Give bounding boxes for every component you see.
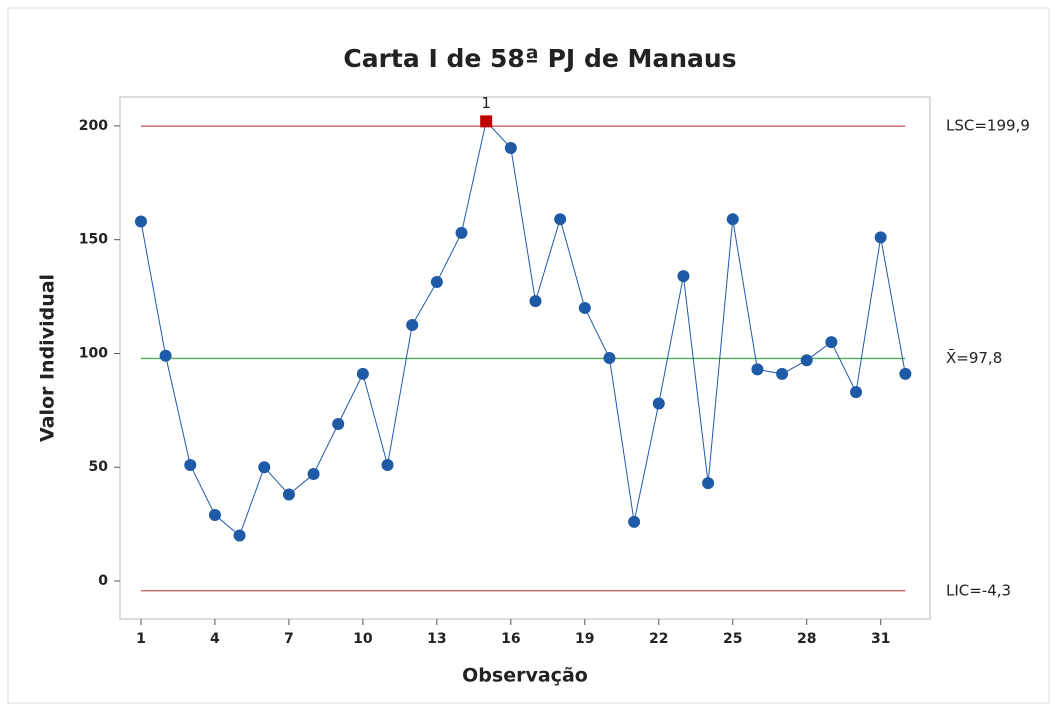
data-point bbox=[776, 367, 789, 380]
data-point bbox=[233, 529, 246, 542]
out-of-control-point bbox=[480, 115, 493, 128]
data-point bbox=[603, 352, 616, 364]
data-point bbox=[258, 461, 271, 474]
data-point bbox=[356, 367, 369, 380]
data-point bbox=[159, 349, 172, 362]
y-tick-label: 150 bbox=[79, 232, 108, 248]
x-tick-label: 10 bbox=[353, 631, 373, 647]
control-line-label: LIC=-4,3 bbox=[946, 581, 1011, 599]
x-axis-label: Observação bbox=[462, 665, 588, 687]
data-point bbox=[850, 386, 863, 399]
data-point bbox=[628, 515, 641, 528]
control-line-label: X̄=97,8 bbox=[946, 348, 1002, 367]
data-point bbox=[504, 141, 517, 154]
x-tick-label: 19 bbox=[575, 631, 594, 647]
x-tick-label: 7 bbox=[284, 631, 294, 647]
data-point bbox=[332, 417, 345, 430]
y-tick-label: 0 bbox=[98, 573, 108, 589]
chart-title: Carta I de 58ª PJ de Manaus bbox=[343, 44, 736, 73]
y-tick-label: 50 bbox=[89, 459, 109, 475]
data-point bbox=[307, 468, 320, 481]
data-point bbox=[134, 215, 147, 228]
data-point bbox=[282, 488, 295, 501]
data-point bbox=[554, 213, 567, 226]
data-point bbox=[751, 363, 764, 376]
plot-frame bbox=[119, 96, 931, 620]
chart-border bbox=[7, 7, 1050, 704]
data-point bbox=[899, 367, 912, 380]
data-point bbox=[677, 270, 690, 283]
x-tick-label: 25 bbox=[723, 631, 742, 647]
data-point bbox=[652, 397, 665, 410]
data-point bbox=[874, 231, 887, 244]
data-point bbox=[578, 301, 591, 314]
data-point bbox=[406, 319, 419, 332]
x-tick-label: 22 bbox=[649, 631, 668, 647]
data-point bbox=[529, 295, 542, 308]
data-point bbox=[702, 477, 715, 490]
x-tick-label: 16 bbox=[501, 631, 520, 647]
y-tick-label: 100 bbox=[79, 345, 108, 361]
out-of-control-label: 1 bbox=[481, 94, 491, 112]
data-point bbox=[455, 226, 468, 239]
data-point bbox=[208, 509, 221, 522]
data-point bbox=[381, 458, 394, 471]
x-tick-label: 28 bbox=[797, 631, 816, 647]
y-axis-label: Valor Individual bbox=[37, 274, 59, 442]
x-tick-label: 31 bbox=[871, 631, 890, 647]
control-line-label: LSC=199,9 bbox=[946, 117, 1030, 135]
data-point bbox=[726, 213, 739, 226]
data-point bbox=[184, 458, 197, 471]
data-point bbox=[430, 275, 443, 288]
x-tick-label: 13 bbox=[427, 631, 446, 647]
data-point bbox=[825, 336, 838, 349]
data-point bbox=[800, 354, 813, 367]
x-tick-label: 1 bbox=[136, 631, 146, 647]
x-tick-label: 4 bbox=[210, 631, 220, 647]
y-tick-label: 200 bbox=[79, 118, 108, 134]
